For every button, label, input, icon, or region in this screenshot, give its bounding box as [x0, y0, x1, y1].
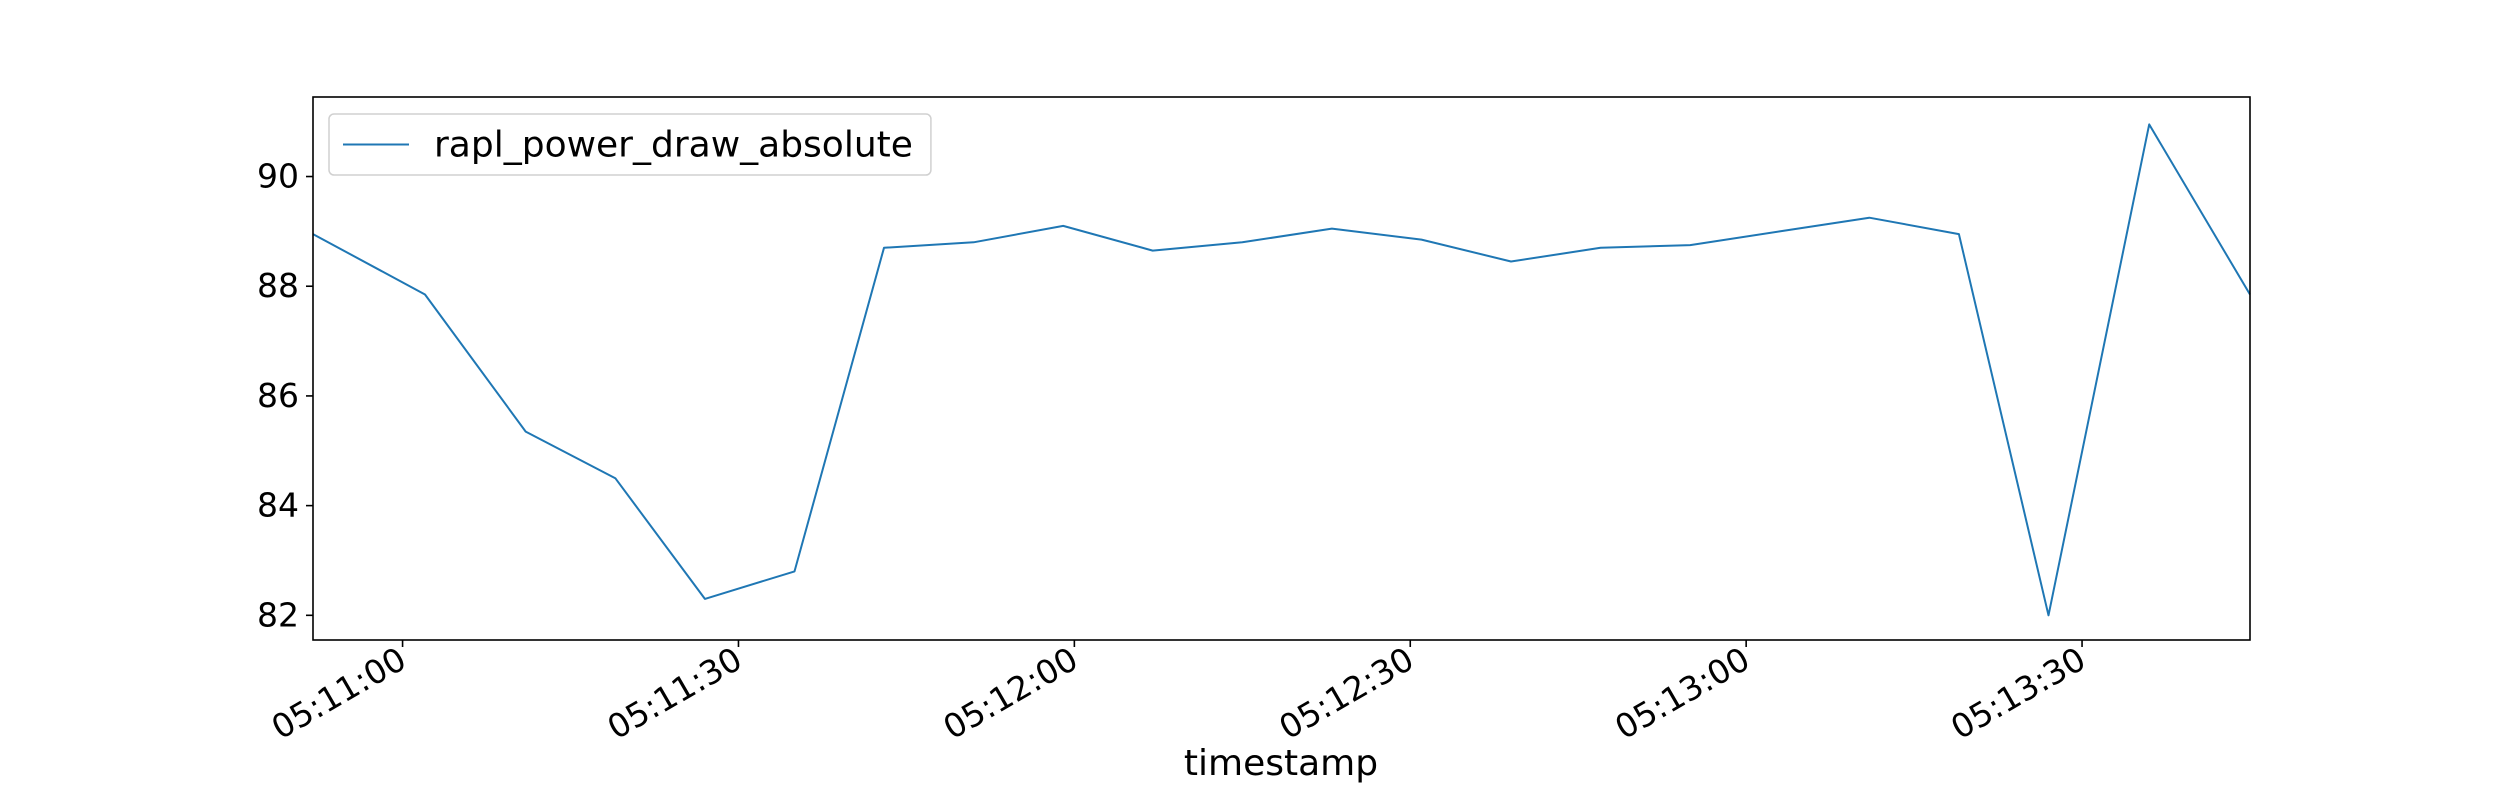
plot-frame	[312, 96, 2251, 641]
x-tick-label: 05:12:00	[937, 639, 1085, 747]
y-axis: 82 84 86 88 90	[257, 157, 313, 634]
legend: rapl_power_draw_absolute	[328, 113, 932, 176]
y-tick-label: 84	[257, 486, 299, 525]
y-tick-label: 90	[257, 157, 299, 196]
plot-background	[313, 97, 2250, 640]
series-lines	[312, 123, 2251, 617]
x-tick-label: 05:12:30	[1272, 639, 1420, 747]
y-tick-label: 88	[257, 266, 299, 305]
series-line	[312, 123, 2251, 617]
y-tick-label: 86	[257, 376, 299, 415]
x-tick-label: 05:11:30	[601, 639, 749, 747]
legend-box	[328, 113, 932, 176]
x-tick-label: 05:13:30	[1944, 639, 2092, 747]
legend-label: rapl_power_draw_absolute	[434, 125, 913, 166]
x-tick-label: 05:13:00	[1608, 639, 1756, 747]
y-tick-label: 82	[257, 595, 299, 634]
x-axis-label: timestamp	[1184, 743, 1378, 784]
x-tick-label: 05:11:00	[265, 639, 413, 747]
x-axis: 05:11:00 05:11:30 05:12:00 05:12:30 05:13:00…	[265, 639, 2092, 747]
